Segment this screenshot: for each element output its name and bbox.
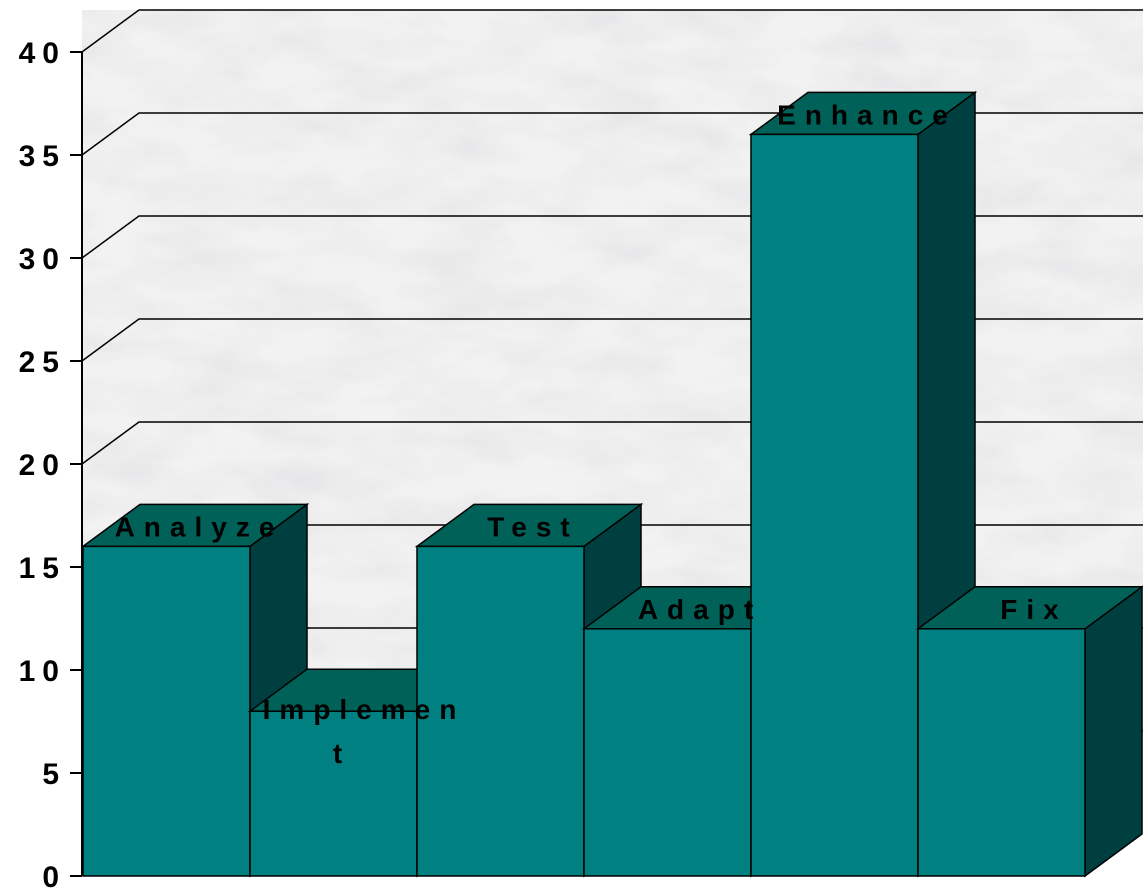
bars [80, 90, 1143, 878]
y-tick-label: 15 [19, 552, 66, 585]
bar-side [1084, 585, 1143, 878]
y-tick-label: 20 [19, 449, 66, 482]
bar-fix [915, 585, 1143, 878]
gridline [81, 9, 1143, 53]
bar-label: Test [487, 511, 579, 542]
bar-front [750, 133, 919, 877]
y-tick-label: 0 [42, 861, 66, 892]
y-tick-label: 10 [19, 655, 66, 688]
bar-front [583, 628, 752, 877]
y-tick-label: 40 [19, 37, 66, 70]
y-tick-label: 35 [19, 140, 66, 173]
bar-label: t [333, 738, 351, 769]
bar-front [416, 545, 585, 877]
y-tick-label: 25 [19, 346, 66, 379]
bar-label: Adapt [638, 594, 762, 625]
bar-label: Fix [1000, 594, 1067, 625]
bar-front [82, 545, 251, 877]
bar-label: Analyze [115, 511, 284, 542]
bar-labels: Analyze Implemen t Test Adapt Enhance Fix [115, 99, 1067, 769]
bar-front [917, 628, 1086, 877]
bar-label: Implemen [263, 694, 466, 725]
bar-label: Enhance [777, 99, 957, 130]
y-tick-label: 30 [19, 243, 66, 276]
y-tick-label: 5 [42, 758, 66, 791]
value-axis: 0 5 10 15 20 25 30 35 40 [19, 37, 83, 892]
bar-front [249, 710, 418, 877]
